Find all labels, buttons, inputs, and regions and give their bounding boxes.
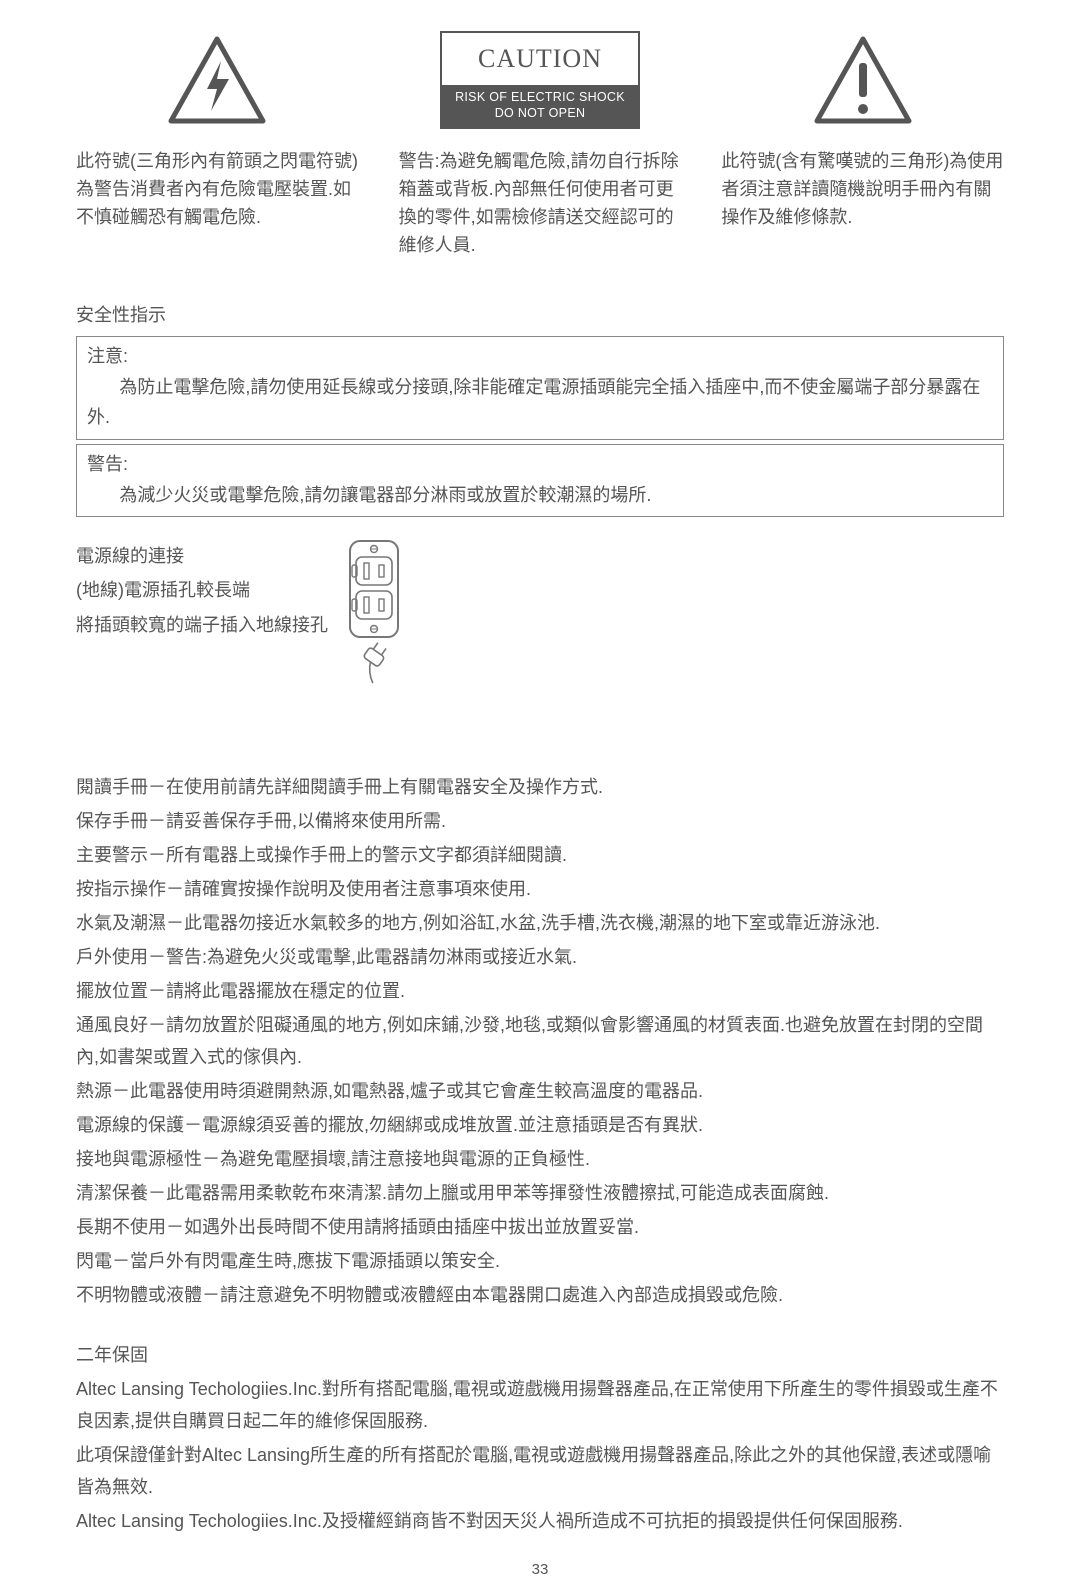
instruction-line: 通風良好－請勿放置於阻礙通風的地方,例如床鋪,沙發,地毯,或類似會影響通風的材質… xyxy=(76,1009,1004,1073)
outlet-icon xyxy=(344,539,422,699)
instruction-line: 水氣及潮濕－此電器勿接近水氣較多的地方,例如浴缸,水盆,洗手槽,洗衣機,潮濕的地… xyxy=(76,907,1004,939)
warning-box: 警告: 為減少火災或電擊危險,請勿讓電器部分淋雨或放置於較潮濕的場所. xyxy=(76,444,1004,517)
warranty-p2: 此項保證僅針對Altec Lansing所生產的所有搭配於電腦,電視或遊戲機用揚… xyxy=(76,1439,1004,1503)
caution-sub-2: DO NOT OPEN xyxy=(495,106,586,120)
warning-symbols-row: 此符號(三角形內有箭頭之閃電符號)為警告消費者內有危險電壓裝置.如不慎碰觸恐有觸… xyxy=(76,30,1004,260)
outlet-line-3: 將插頭較寬的端子插入地線接孔 xyxy=(76,608,328,642)
warranty-section: 二年保固 Altec Lansing Techologiies.Inc.對所有搭… xyxy=(76,1339,1004,1537)
instruction-line: 長期不使用－如遇外出長時間不使用請將插頭由插座中拔出並放置妥當. xyxy=(76,1211,1004,1243)
instruction-line: 按指示操作－請確實按操作說明及使用者注意事項來使用. xyxy=(76,873,1004,905)
instructions-list: 閱讀手冊－在使用前請先詳細閱讀手冊上有關電器安全及操作方式.保存手冊－請妥善保存… xyxy=(76,771,1004,1312)
caution-box-icon: CAUTION RISK OF ELECTRIC SHOCK DO NOT OP… xyxy=(399,30,682,130)
instruction-line: 主要警示－所有電器上或操作手冊上的警示文字都須詳細閱讀. xyxy=(76,839,1004,871)
page-number: 33 xyxy=(76,1557,1004,1583)
outlet-line-2: (地線)電源插孔較長端 xyxy=(76,573,328,607)
warranty-p3: Altec Lansing Techologiies.Inc.及授權經銷商皆不對… xyxy=(76,1505,1004,1537)
caution-title: CAUTION xyxy=(442,33,638,85)
instruction-line: 熱源－此電器使用時須避開熱源,如電熱器,爐子或其它會產生較高溫度的電器品. xyxy=(76,1075,1004,1107)
warn-label: 警告: xyxy=(87,454,128,474)
instruction-line: 不明物體或液體－請注意避免不明物體或液體經由本電器開口處進入內部造成損毀或危險. xyxy=(76,1279,1004,1311)
safety-heading: 安全性指示 xyxy=(76,300,1004,331)
warn-body: 為減少火災或電擊危險,請勿讓電器部分淋雨或放置於較潮濕的場所. xyxy=(87,480,993,511)
instruction-line: 接地與電源極性－為避免電壓損壞,請注意接地與電源的正負極性. xyxy=(76,1143,1004,1175)
instruction-line: 保存手冊－請妥善保存手冊,以備將來使用所需. xyxy=(76,805,1004,837)
lightning-caption: 此符號(三角形內有箭頭之閃電符號)為警告消費者內有危險電壓裝置.如不慎碰觸恐有觸… xyxy=(76,148,359,232)
lightning-triangle-icon xyxy=(76,30,359,130)
exclaim-column: 此符號(含有驚嘆號的三角形)為使用者須注意詳讀隨機說明手冊內有關操作及維修條款. xyxy=(721,30,1004,260)
instruction-line: 閱讀手冊－在使用前請先詳細閱讀手冊上有關電器安全及操作方式. xyxy=(76,771,1004,803)
note-body: 為防止電擊危險,請勿使用延長線或分接頭,除非能確定電源插頭能完全插入插座中,而不… xyxy=(87,372,993,433)
note-box: 注意: 為防止電擊危險,請勿使用延長線或分接頭,除非能確定電源插頭能完全插入插座… xyxy=(76,336,1004,440)
exclamation-triangle-icon xyxy=(721,30,1004,130)
note-label: 注意: xyxy=(87,346,128,366)
instruction-line: 電源線的保護－電源線須妥善的擺放,勿綑綁或成堆放置.並注意插頭是否有異狀. xyxy=(76,1109,1004,1141)
instruction-line: 擺放位置－請將此電器擺放在穩定的位置. xyxy=(76,975,1004,1007)
warranty-p1: Altec Lansing Techologiies.Inc.對所有搭配電腦,電… xyxy=(76,1373,1004,1437)
outlet-section: 電源線的連接 (地線)電源插孔較長端 將插頭較寬的端子插入地線接孔 xyxy=(76,539,1004,699)
instruction-line: 戶外使用－警告:為避免火災或電擊,此電器請勿淋雨或接近水氣. xyxy=(76,941,1004,973)
instruction-line: 清潔保養－此電器需用柔軟乾布來清潔.請勿上臘或用甲苯等揮發性液體擦拭,可能造成表… xyxy=(76,1177,1004,1209)
caution-sub-1: RISK OF ELECTRIC SHOCK xyxy=(455,90,625,104)
caution-column: CAUTION RISK OF ELECTRIC SHOCK DO NOT OP… xyxy=(399,30,682,260)
lightning-column: 此符號(三角形內有箭頭之閃電符號)為警告消費者內有危險電壓裝置.如不慎碰觸恐有觸… xyxy=(76,30,359,260)
caution-caption: 警告:為避免觸電危險,請勿自行拆除箱蓋或背板.內部無任何使用者可更換的零件,如需… xyxy=(399,148,682,260)
warranty-heading: 二年保固 xyxy=(76,1339,1004,1371)
outlet-line-1: 電源線的連接 xyxy=(76,539,328,573)
instruction-line: 閃電－當戶外有閃電產生時,應拔下電源插頭以策安全. xyxy=(76,1245,1004,1277)
exclaim-caption: 此符號(含有驚嘆號的三角形)為使用者須注意詳讀隨機說明手冊內有關操作及維修條款. xyxy=(721,148,1004,232)
